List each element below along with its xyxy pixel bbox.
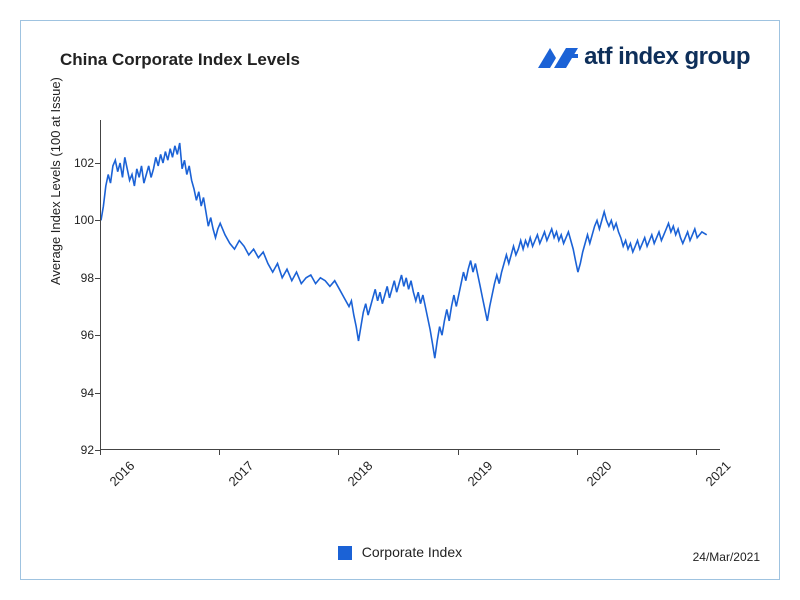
logo-text: atf index group (584, 43, 750, 71)
chart-title: China Corporate Index Levels (60, 50, 300, 70)
x-tick-mark (100, 450, 101, 455)
y-tick-label: 92 (64, 443, 94, 457)
chart-svg (101, 120, 721, 450)
x-tick-mark (219, 450, 220, 455)
y-tick-mark (95, 278, 100, 279)
y-tick-label: 96 (64, 328, 94, 342)
x-tick-mark (458, 450, 459, 455)
y-tick-mark (95, 335, 100, 336)
logo-mark-icon (536, 42, 578, 72)
y-axis-label: Average Index Levels (100 at Issue) (48, 77, 63, 285)
y-tick-mark (95, 163, 100, 164)
y-tick-label: 100 (64, 213, 94, 227)
x-tick-mark (696, 450, 697, 455)
legend-swatch-icon (338, 546, 352, 560)
series-line (101, 143, 707, 358)
y-tick-mark (95, 393, 100, 394)
y-tick-mark (95, 220, 100, 221)
y-tick-label: 94 (64, 386, 94, 400)
legend: Corporate Index (0, 544, 800, 560)
plot-area (100, 120, 720, 450)
x-tick-mark (577, 450, 578, 455)
date-stamp: 24/Mar/2021 (693, 550, 760, 564)
x-tick-mark (338, 450, 339, 455)
y-tick-label: 98 (64, 271, 94, 285)
legend-label: Corporate Index (362, 544, 462, 560)
brand-logo: atf index group (536, 42, 750, 72)
y-tick-label: 102 (64, 156, 94, 170)
